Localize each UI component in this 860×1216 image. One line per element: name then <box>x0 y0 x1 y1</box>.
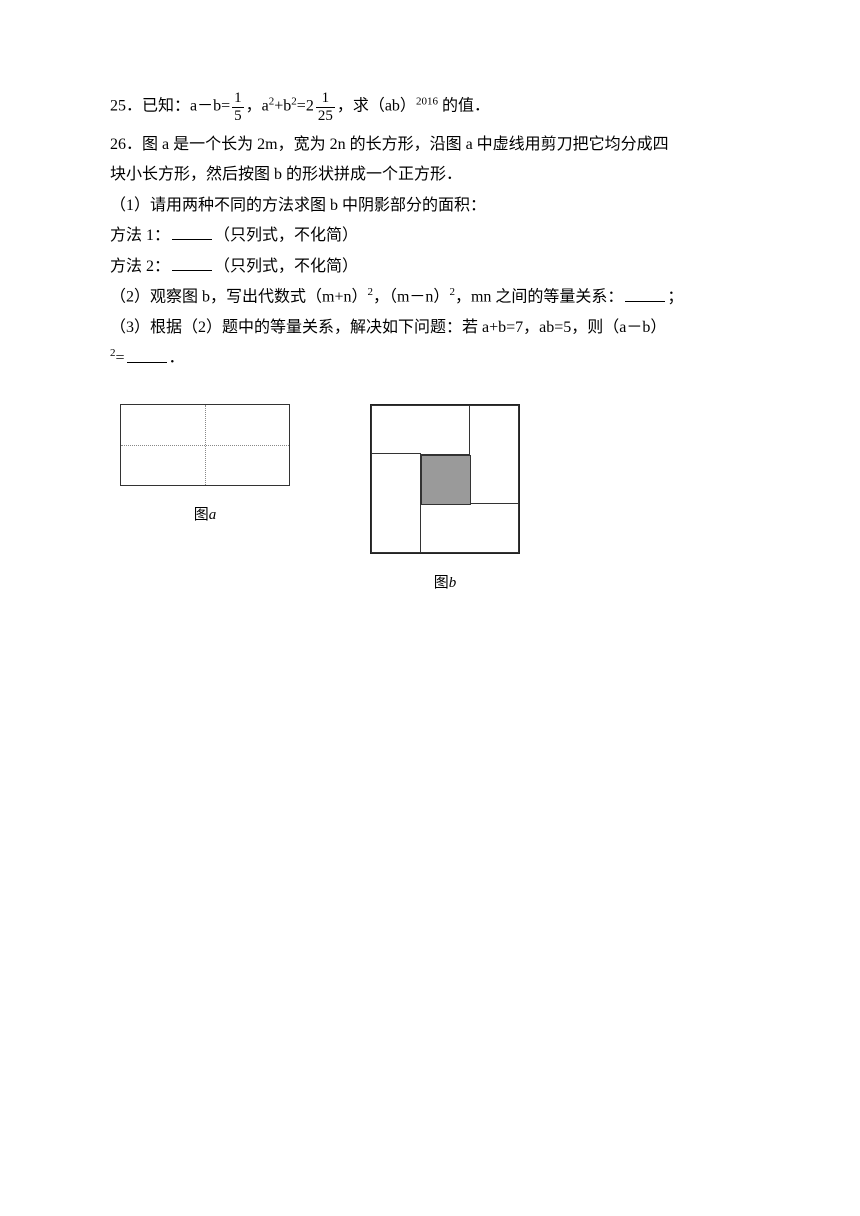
q26-part2-pre: （2）观察图 b，写出代数式（m+n） <box>110 289 367 306</box>
q25-exp2016: 2016 <box>416 95 438 107</box>
q26-part2-mid2: ，mn 之间的等量关系： <box>455 289 623 306</box>
q26-part3-blank <box>127 344 167 363</box>
figure-b <box>370 404 520 554</box>
figure-a <box>120 404 290 486</box>
figure-b-bottom <box>419 503 519 553</box>
q26-part3-tail: ． <box>169 350 185 367</box>
problem-26: 26．图 a 是一个长为 2m，宽为 2n 的长方形，沿图 a 中虚线用剪刀把它… <box>110 130 780 374</box>
q26-part3: （3）根据（2）题中的等量关系，解决如下问题：若 a+b=7，ab=5，则（a－… <box>110 313 780 343</box>
q26-part3-line2: 2=． <box>110 343 780 374</box>
q25-mid4: ，求（ab） <box>337 98 416 115</box>
q25-mid1: ，a <box>246 98 269 115</box>
q25-tail: 的值． <box>438 98 490 115</box>
q25-frac2: 125 <box>316 90 335 124</box>
q26-part2: （2）观察图 b，写出代数式（m+n）2，（m－n）2，mn 之间的等量关系：； <box>110 282 780 313</box>
q26-part3-eq: = <box>116 350 125 367</box>
q26-line1: 图 a 是一个长为 2m，宽为 2n 的长方形，沿图 a 中虚线用剪刀把它均分成… <box>142 136 669 153</box>
q26-part2-blank <box>625 282 665 301</box>
q25-mid3: =2 <box>297 98 314 115</box>
q26-method2-hint: （只列式，不化简） <box>214 258 358 275</box>
q25-pre: 已知：a－b= <box>142 98 230 115</box>
q26-method2-label: 方法 2： <box>110 258 170 275</box>
q26-method1-blank <box>172 221 212 240</box>
figure-a-hline <box>121 445 289 446</box>
q25-frac1: 15 <box>232 90 244 124</box>
q26-method1: 方法 1： （只列式，不化简） <box>110 221 780 252</box>
problem-25: 25．已知：a－b=15，a2+b2=2125，求（ab）2016 的值． <box>110 90 780 124</box>
figure-b-top <box>371 405 471 455</box>
q26-part1: （1）请用两种不同的方法求图 b 中阴影部分的面积： <box>110 191 780 221</box>
q26-line1-wrap: 26．图 a 是一个长为 2m，宽为 2n 的长方形，沿图 a 中虚线用剪刀把它… <box>110 130 780 160</box>
q26-part3-pre: （3）根据（2）题中的等量关系，解决如下问题：若 a+b=7，ab=5，则（a－… <box>110 319 666 336</box>
figure-a-label: 图a <box>120 501 290 530</box>
figure-b-block: 图b <box>370 404 520 598</box>
q26-method2: 方法 2： （只列式，不化简） <box>110 252 780 283</box>
q26-method1-label: 方法 1： <box>110 227 170 244</box>
q26-method2-blank <box>172 252 212 271</box>
figures-row: 图a 图b <box>120 404 780 598</box>
figure-b-center <box>421 455 471 505</box>
figure-b-right <box>469 405 519 505</box>
q26-number: 26． <box>110 136 142 153</box>
figure-b-left <box>371 453 421 553</box>
figure-a-block: 图a <box>120 404 290 530</box>
q25-mid2: +b <box>274 98 291 115</box>
figure-b-label: 图b <box>370 569 520 598</box>
q25-number: 25． <box>110 98 142 115</box>
q26-part2-tail: ； <box>667 289 683 306</box>
q26-method1-hint: （只列式，不化简） <box>214 227 358 244</box>
q26-line2: 块小长方形，然后按图 b 的形状拼成一个正方形． <box>110 160 780 190</box>
q26-part2-mid: ，（m－n） <box>373 289 449 306</box>
